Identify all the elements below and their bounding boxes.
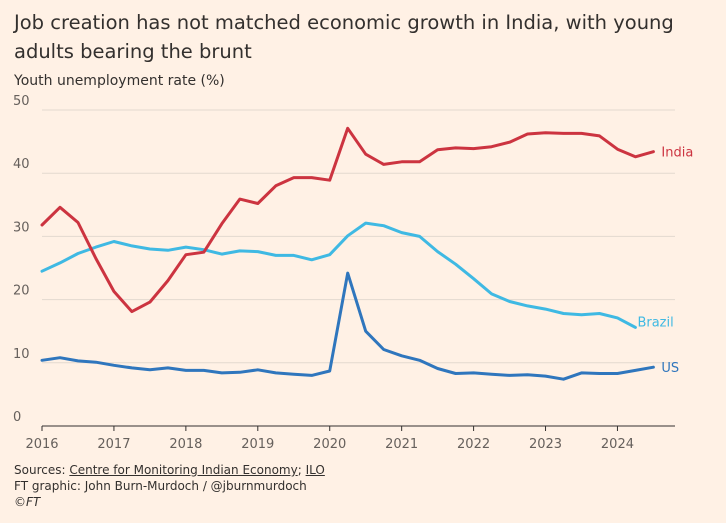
series-label-us: US — [661, 361, 679, 376]
x-tick-label-2016: 2016 — [25, 437, 58, 452]
x-tick-label-2022: 2022 — [457, 437, 490, 452]
sources-line: Sources: Centre for Monitoring Indian Ec… — [14, 462, 325, 478]
series-line-us — [40, 271, 655, 381]
x-tick-label-2024: 2024 — [601, 437, 634, 452]
series-line-india — [40, 126, 655, 314]
sources-separator: ; — [297, 463, 302, 477]
source-link-cmie[interactable]: Centre for Monitoring Indian Economy — [69, 463, 298, 477]
x-tick-label-2021: 2021 — [385, 437, 418, 452]
y-tick-label-30: 30 — [13, 220, 30, 235]
axes: 0 10 20 30 40 50 2016 2017 2018 2019 2020 2021 2022 2… — [13, 94, 675, 452]
x-tick-label-2017: 2017 — [97, 437, 130, 452]
series-label-india: India — [661, 146, 693, 161]
series-lines — [40, 126, 655, 381]
footer: Sources: Centre for Monitoring Indian Ec… — [14, 462, 325, 510]
y-axis-label: Youth unemployment rate (%) — [14, 73, 225, 89]
y-tick-label-0: 0 — [13, 410, 21, 425]
x-tick-label-2019: 2019 — [241, 437, 274, 452]
x-tick-label-2018: 2018 — [169, 437, 202, 452]
x-tick-label-2020: 2020 — [313, 437, 346, 452]
gridlines — [42, 109, 675, 364]
y-tick-label-50: 50 — [13, 94, 30, 109]
sources-prefix: Sources: — [14, 463, 66, 477]
series-labels: India Brazil US — [637, 146, 693, 377]
y-tick-label-40: 40 — [13, 157, 30, 172]
series-label-brazil: Brazil — [637, 315, 673, 330]
y-tick-label-20: 20 — [13, 284, 30, 299]
x-tick-label-2023: 2023 — [529, 437, 562, 452]
graphic-credit: FT graphic: John Burn-Murdoch / @jburnmu… — [14, 479, 307, 493]
source-link-ilo[interactable]: ILO — [305, 463, 325, 477]
y-tick-label-10: 10 — [13, 347, 30, 362]
chart-title: Job creation has not matched economic gr… — [14, 11, 674, 63]
series-line-brazil — [40, 221, 637, 329]
copyright: ©FT — [14, 495, 41, 509]
